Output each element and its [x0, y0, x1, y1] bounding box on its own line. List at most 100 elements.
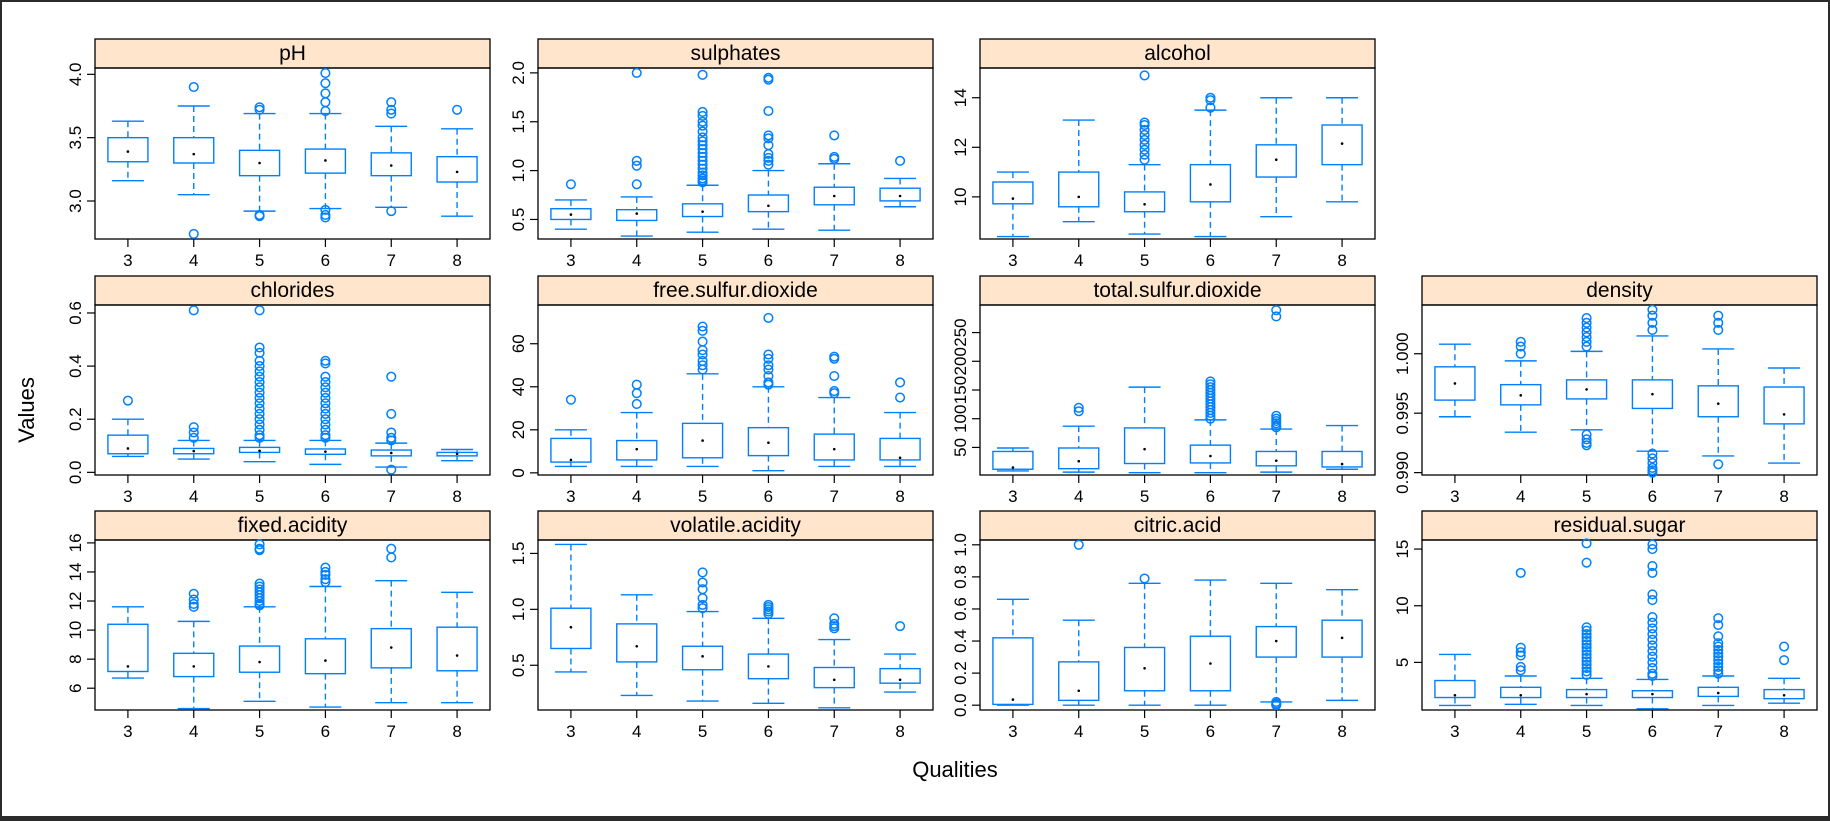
- x-tick-label: 7: [387, 722, 396, 741]
- box-3: [550, 543, 592, 673]
- outlier-point: [188, 588, 199, 599]
- median-dot: [1077, 459, 1081, 463]
- box-3: [107, 606, 149, 679]
- outlier-point: [386, 104, 397, 115]
- box-iqr: [1255, 625, 1297, 658]
- median-dot: [898, 678, 902, 682]
- panel-strip: [1421, 275, 1818, 306]
- box-iqr: [681, 203, 724, 218]
- x-tick-label: 7: [387, 251, 396, 270]
- outlier-point: [320, 382, 331, 393]
- x-tick-label: 8: [452, 251, 461, 270]
- outlier-point: [320, 204, 331, 215]
- outlier-point: [1713, 665, 1724, 676]
- outlier-point: [254, 595, 265, 607]
- x-tick-label: 8: [1337, 251, 1346, 270]
- median-dot: [1340, 636, 1344, 640]
- outlier-point: [1713, 619, 1724, 631]
- box-4: [1500, 336, 1542, 433]
- outlier-point: [254, 387, 265, 398]
- outlier-point: [320, 419, 331, 430]
- outlier-point: [565, 179, 576, 190]
- y-tick-label: 10: [951, 187, 970, 206]
- outlier-point: [1581, 663, 1592, 674]
- outlier-point: [763, 364, 774, 375]
- outlier-point: [697, 567, 708, 578]
- x-tick-label: 4: [189, 722, 198, 741]
- outlier-point: [254, 382, 265, 393]
- box-5: [1123, 386, 1166, 474]
- outlier-point: [1713, 648, 1724, 659]
- median-dot: [126, 447, 130, 450]
- box-iqr: [304, 448, 347, 455]
- box-iqr: [1123, 646, 1166, 692]
- y-tick-label: 6: [66, 683, 85, 692]
- x-tick-label: 3: [123, 722, 132, 741]
- median-dot: [832, 194, 836, 198]
- outlier-point: [1647, 617, 1658, 628]
- box-3: [550, 179, 592, 230]
- outlier-point: [763, 312, 774, 323]
- median-dot: [1519, 394, 1523, 397]
- box-iqr: [436, 626, 478, 672]
- y-tick-label: 0.6: [66, 301, 85, 325]
- median-dot: [1143, 203, 1146, 206]
- x-tick-label: 3: [1450, 722, 1459, 741]
- median-dot: [455, 452, 459, 456]
- outlier-point: [1581, 440, 1592, 451]
- outlier-point: [386, 408, 397, 419]
- panel-strip: [979, 510, 1376, 541]
- box-iqr: [1123, 427, 1166, 465]
- outlier-point: [829, 623, 840, 634]
- outlier-point: [763, 360, 774, 371]
- box-iqr: [107, 136, 149, 163]
- y-tick-label: 250: [951, 318, 970, 346]
- outlier-point: [1647, 612, 1658, 623]
- panel-title: fixed.acidity: [238, 514, 348, 537]
- outlier-point: [1713, 317, 1724, 328]
- y-tick-label: 4.0: [66, 63, 85, 87]
- box-7: [813, 613, 855, 709]
- outlier-point: [188, 422, 199, 433]
- x-tick-label: 3: [1450, 487, 1459, 506]
- box-iqr: [1631, 379, 1674, 410]
- x-tick-label: 5: [698, 722, 707, 741]
- x-tick-label: 4: [1074, 251, 1083, 270]
- outlier-point: [1647, 651, 1658, 662]
- outlier-point: [1713, 658, 1724, 669]
- outlier-point: [697, 159, 708, 170]
- outlier-point: [1647, 623, 1658, 634]
- outlier-point: [763, 349, 774, 360]
- box-4: [173, 81, 215, 239]
- median-dot: [1651, 692, 1654, 696]
- median-dot: [1011, 698, 1015, 701]
- box-iqr: [992, 181, 1034, 205]
- outlier-point: [1271, 700, 1282, 711]
- box-iqr: [238, 645, 281, 673]
- outlier-point: [122, 395, 133, 406]
- outlier-point: [895, 392, 906, 403]
- outlier-point: [829, 353, 840, 364]
- outlier-point: [320, 403, 331, 414]
- box-iqr: [304, 148, 347, 174]
- panel-strip: [979, 38, 1376, 69]
- outlier-point: [188, 81, 199, 93]
- x-tick-label: 7: [387, 487, 396, 506]
- panel-title: chlorides: [250, 279, 334, 302]
- outlier-point: [697, 116, 708, 127]
- median-dot: [1209, 183, 1212, 186]
- outlier-point: [254, 209, 265, 220]
- x-tick-label: 4: [632, 722, 641, 741]
- x-tick-label: 6: [764, 251, 773, 270]
- panel-strip: [537, 510, 934, 541]
- outlier-point: [254, 398, 265, 409]
- box-6: [304, 68, 347, 223]
- outlier-point: [1647, 629, 1658, 640]
- outlier-point: [320, 358, 331, 369]
- outlier-point: [1713, 631, 1724, 642]
- outlier-point: [1713, 638, 1724, 649]
- box-iqr: [107, 623, 149, 673]
- outlier-point: [1205, 95, 1216, 106]
- box-4: [1058, 539, 1100, 706]
- outlier-point: [763, 608, 774, 619]
